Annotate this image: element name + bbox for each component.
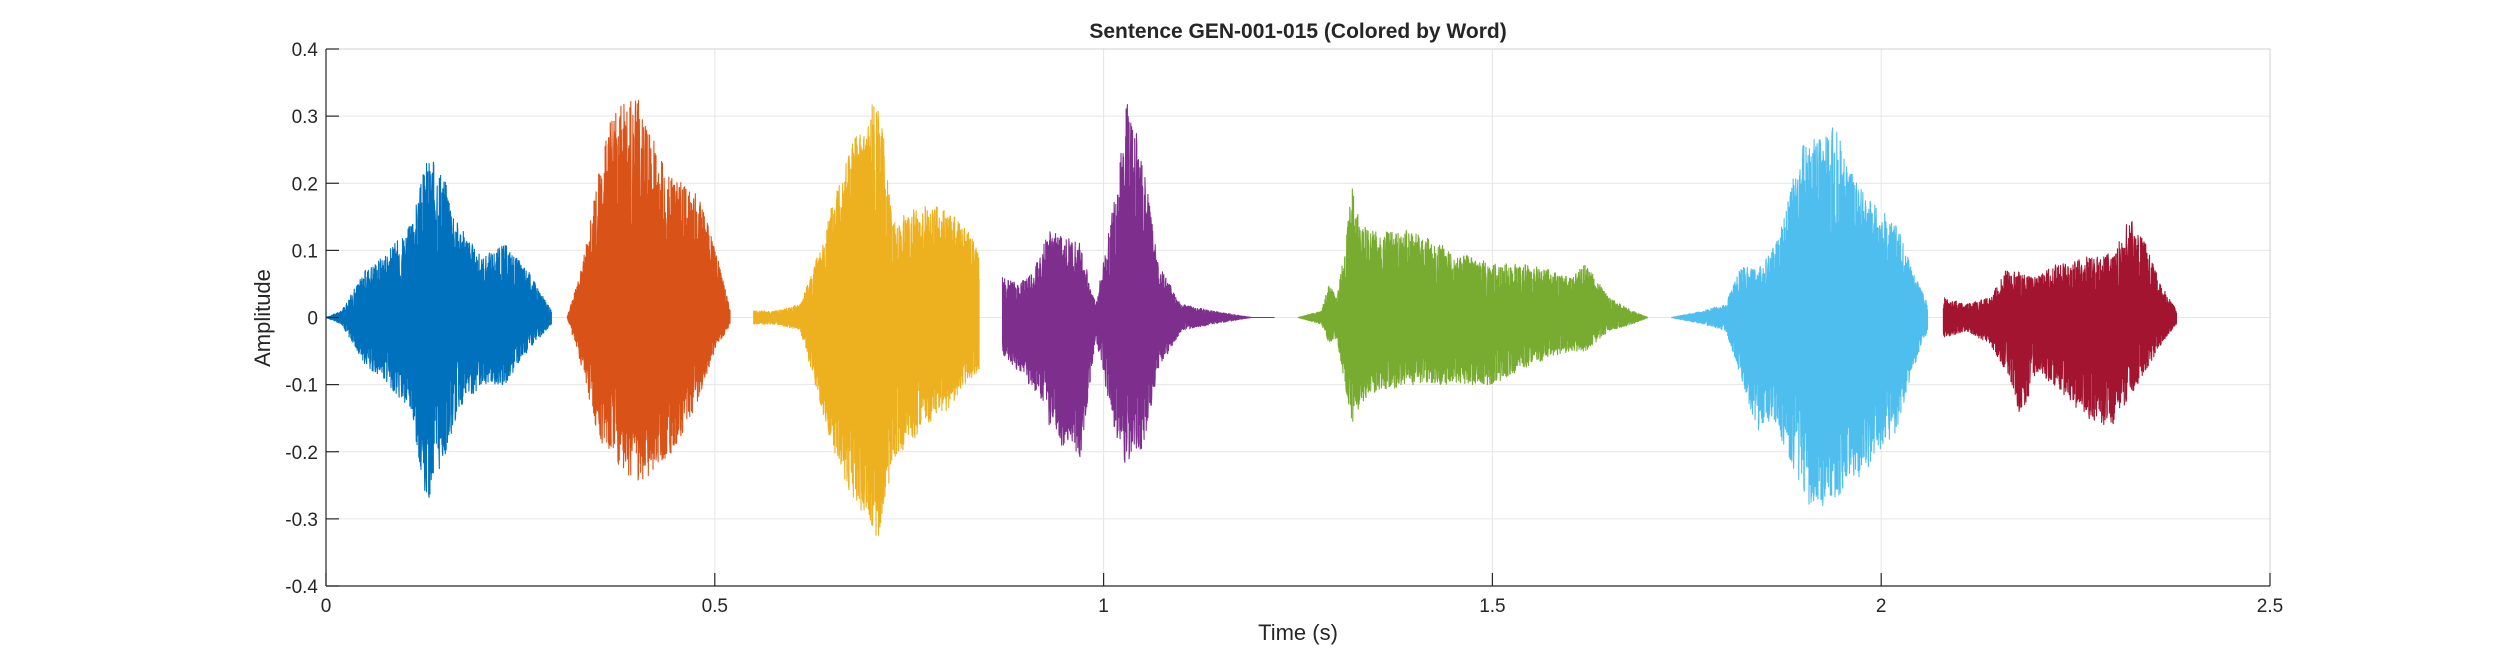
word-waveform-7: [1942, 220, 2178, 426]
x-tick-label: 2: [1876, 596, 1887, 617]
word-waveform-5: [1297, 188, 1649, 422]
y-tick-label: 0.4: [292, 40, 319, 61]
word-waveform-2: [566, 99, 731, 481]
x-tick-label: 1: [1098, 596, 1109, 617]
y-tick-label: 0.3: [292, 107, 318, 128]
waveform-series: [325, 99, 2178, 536]
y-axis-label: Amplitude: [250, 269, 275, 367]
y-tick-label: 0: [307, 309, 318, 330]
word-waveform-4: [1001, 104, 1275, 463]
y-tick-label: -0.2: [285, 443, 318, 464]
y-tick-label: -0.3: [285, 510, 318, 531]
word-waveform-3: [753, 104, 980, 536]
chart-title: Sentence GEN-001-015 (Colored by Word): [1089, 20, 1506, 43]
x-tick-label: 1.5: [1479, 596, 1505, 617]
x-tick-label: 0.5: [702, 596, 728, 617]
word-waveform-1: [325, 161, 552, 498]
x-axis-label: Time (s): [1258, 620, 1338, 645]
x-tick-label: 0: [321, 596, 332, 617]
y-tick-label: -0.4: [285, 577, 318, 598]
y-tick-label: 0.1: [292, 241, 318, 262]
axes: [325, 48, 2271, 587]
y-tick-label: 0.2: [292, 174, 318, 195]
x-tick-label: 2.5: [2257, 596, 2283, 617]
tick-labels: 0 0.5 1 1.5 2 2.5 -0.4 -0.3 -0.2 -0.1 0 0.1 0.2 0.3 0.…: [285, 40, 2283, 617]
y-tick-label: -0.1: [285, 376, 318, 397]
word-waveform-6: [1671, 127, 1928, 507]
